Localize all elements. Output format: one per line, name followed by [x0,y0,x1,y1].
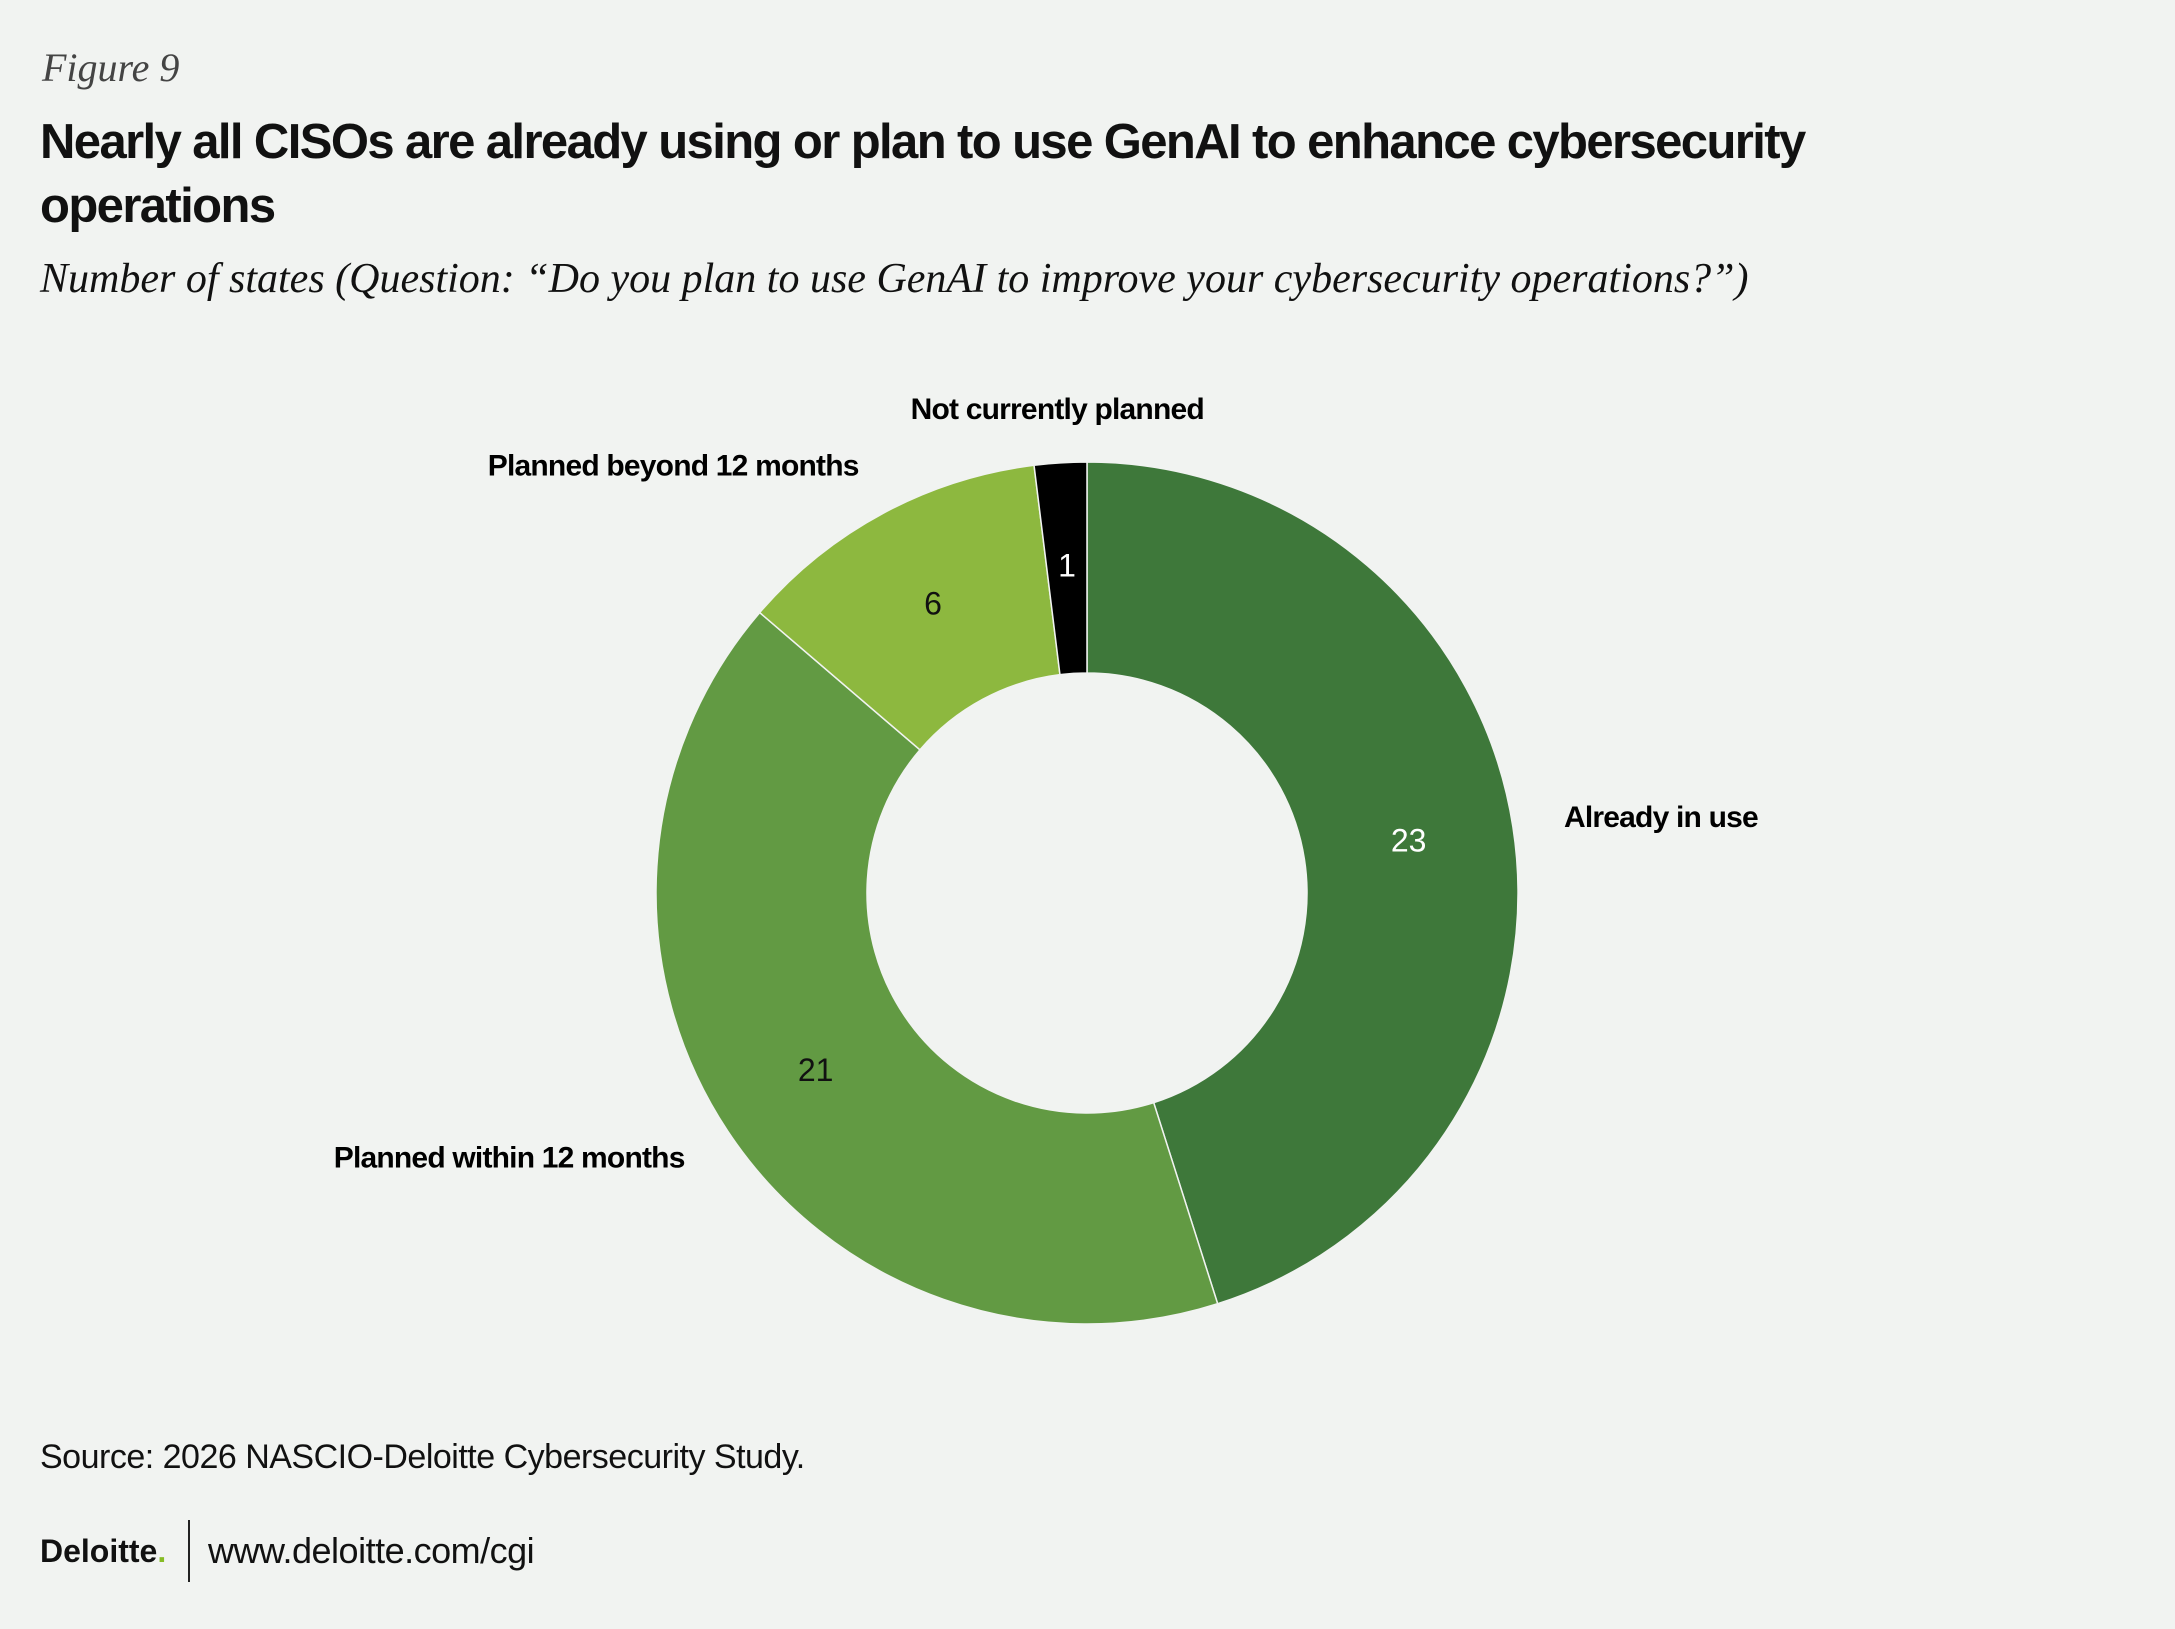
slice [758,464,1061,751]
category-label: Planned within 12 months [334,1142,685,1175]
figure-label: Figure 9 [42,45,180,90]
category-label: Planned beyond 12 months [488,450,859,483]
category-label: Already in use [1564,801,1758,834]
source: Source: 2026 NASCIO-Deloitte Cybersecuri… [40,1438,805,1476]
category-label: Not currently planned [911,393,1204,426]
brand-dot: . [157,1533,167,1569]
slice [1086,461,1519,1305]
value-label: 23 [1391,823,1427,859]
value-label: 21 [798,1052,834,1088]
value-label: 6 [924,586,942,622]
brand-logo: Deloitte. [40,1533,166,1570]
url: www.deloitte.com/cgi [208,1530,535,1571]
chart-title: Nearly all CISOs are already using or pl… [40,115,1806,233]
separator [188,1520,190,1582]
slice [1033,461,1088,676]
brand-name: Deloitte [40,1533,158,1569]
slice [655,611,1219,1325]
value-label: 1 [1058,548,1076,584]
chart-subtitle: Number of states (Question: “Do you plan… [40,256,1749,302]
